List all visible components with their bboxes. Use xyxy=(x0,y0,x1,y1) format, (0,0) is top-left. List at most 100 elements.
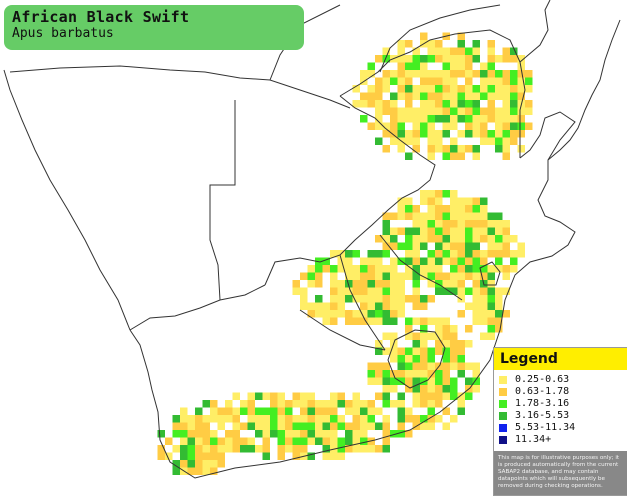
distribution-cell xyxy=(157,430,165,438)
distribution-cell xyxy=(480,220,488,228)
distribution-cell xyxy=(457,115,465,123)
distribution-cell xyxy=(450,220,458,228)
distribution-cell xyxy=(172,467,180,475)
distribution-cell xyxy=(375,100,383,108)
distribution-cell xyxy=(487,280,495,288)
distribution-cell xyxy=(397,55,405,63)
distribution-cell xyxy=(255,407,263,415)
distribution-cell xyxy=(472,40,480,48)
distribution-cell xyxy=(300,445,308,453)
distribution-cell xyxy=(337,445,345,453)
distribution-cell xyxy=(450,70,458,78)
distribution-cell xyxy=(480,295,488,303)
distribution-cell xyxy=(412,257,420,265)
legend-panel: Legend 0.25-0.63 0.63-1.78 1.78-3.16 3.1… xyxy=(493,347,627,496)
distribution-cell xyxy=(510,115,518,123)
distribution-cell xyxy=(435,370,443,378)
distribution-cell xyxy=(322,430,330,438)
distribution-cell xyxy=(435,92,443,100)
distribution-cell xyxy=(405,100,413,108)
legend-label: 5.53-11.34 xyxy=(515,422,576,433)
distribution-cell xyxy=(457,62,465,70)
distribution-cell xyxy=(330,265,338,273)
distribution-cell xyxy=(465,340,473,348)
distribution-cell xyxy=(442,55,450,63)
distribution-cell xyxy=(435,220,443,228)
distribution-cell xyxy=(397,77,405,85)
distribution-cell xyxy=(457,107,465,115)
distribution-cell xyxy=(420,190,428,198)
distribution-cell xyxy=(382,272,390,280)
distribution-cell xyxy=(172,415,180,423)
distribution-cell xyxy=(450,107,458,115)
distribution-cell xyxy=(382,415,390,423)
distribution-cell xyxy=(315,407,323,415)
distribution-cell xyxy=(420,85,428,93)
distribution-cell xyxy=(525,122,533,130)
distribution-cell xyxy=(412,370,420,378)
distribution-cell xyxy=(315,437,323,445)
distribution-cell xyxy=(502,235,510,243)
distribution-cell xyxy=(427,407,435,415)
distribution-cell xyxy=(457,55,465,63)
distribution-cell xyxy=(457,235,465,243)
distribution-cell xyxy=(480,272,488,280)
distribution-cell xyxy=(337,392,345,400)
distribution-cell xyxy=(420,295,428,303)
distribution-cell xyxy=(472,205,480,213)
distribution-cell xyxy=(262,407,270,415)
distribution-cell xyxy=(480,250,488,258)
distribution-cell xyxy=(285,422,293,430)
distribution-cell xyxy=(210,445,218,453)
distribution-cell xyxy=(195,422,203,430)
distribution-cell xyxy=(457,362,465,370)
distribution-cell xyxy=(435,242,443,250)
distribution-cell xyxy=(420,377,428,385)
distribution-cell xyxy=(345,280,353,288)
distribution-cell xyxy=(405,317,413,325)
distribution-cell xyxy=(487,137,495,145)
distribution-cell xyxy=(457,227,465,235)
distribution-cell xyxy=(450,355,458,363)
distribution-cell xyxy=(510,250,518,258)
distribution-cell xyxy=(397,415,405,423)
distribution-cell xyxy=(487,130,495,138)
distribution-cell xyxy=(427,377,435,385)
distribution-cell xyxy=(405,107,413,115)
distribution-cell xyxy=(450,55,458,63)
distribution-cell xyxy=(442,250,450,258)
distribution-cell xyxy=(442,280,450,288)
distribution-cell xyxy=(307,265,315,273)
distribution-cell xyxy=(412,355,420,363)
distribution-cell xyxy=(360,310,368,318)
legend-label: 0.63-1.78 xyxy=(515,386,570,397)
distribution-cell xyxy=(382,227,390,235)
distribution-cell xyxy=(420,77,428,85)
distribution-cell xyxy=(420,362,428,370)
distribution-cell xyxy=(427,55,435,63)
distribution-cell xyxy=(382,265,390,273)
distribution-cell xyxy=(412,295,420,303)
distribution-cell xyxy=(285,400,293,408)
distribution-cell xyxy=(495,257,503,265)
distribution-cell xyxy=(495,302,503,310)
distribution-cell xyxy=(427,295,435,303)
distribution-cell xyxy=(487,70,495,78)
distribution-cell xyxy=(510,107,518,115)
distribution-cell xyxy=(232,415,240,423)
distribution-cell xyxy=(457,272,465,280)
distribution-cell xyxy=(405,370,413,378)
distribution-cell xyxy=(412,400,420,408)
distribution-cell xyxy=(480,107,488,115)
distribution-cell xyxy=(442,92,450,100)
distribution-cell xyxy=(450,62,458,70)
distribution-cell xyxy=(465,85,473,93)
distribution-cell xyxy=(397,205,405,213)
distribution-cell xyxy=(292,437,300,445)
distribution-cell xyxy=(472,370,480,378)
distribution-cell xyxy=(375,265,383,273)
distribution-cell xyxy=(300,272,308,280)
distribution-cell xyxy=(277,392,285,400)
distribution-cell xyxy=(487,227,495,235)
distribution-cell xyxy=(375,407,383,415)
